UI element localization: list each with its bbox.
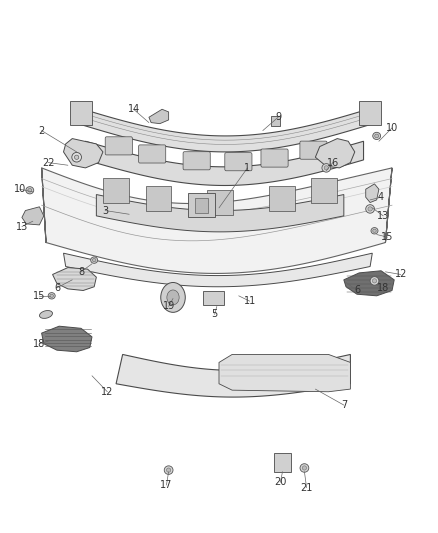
Text: 12: 12	[101, 387, 113, 397]
Ellipse shape	[164, 466, 173, 474]
Text: 10: 10	[14, 184, 26, 194]
Polygon shape	[116, 354, 350, 397]
Polygon shape	[149, 109, 169, 124]
Text: 22: 22	[42, 158, 54, 167]
FancyBboxPatch shape	[300, 141, 327, 159]
Text: 6: 6	[354, 286, 360, 295]
Circle shape	[167, 290, 179, 305]
Text: 2: 2	[39, 126, 45, 135]
Polygon shape	[344, 271, 394, 296]
Ellipse shape	[26, 187, 34, 194]
Text: 15: 15	[33, 291, 46, 301]
Text: 16: 16	[327, 158, 339, 167]
Polygon shape	[53, 268, 96, 290]
FancyBboxPatch shape	[105, 137, 132, 155]
FancyBboxPatch shape	[311, 178, 337, 203]
Text: 17: 17	[160, 480, 173, 490]
FancyBboxPatch shape	[203, 291, 224, 305]
Ellipse shape	[92, 259, 96, 262]
FancyBboxPatch shape	[188, 193, 215, 217]
FancyBboxPatch shape	[269, 185, 295, 211]
Text: 19: 19	[162, 302, 175, 311]
FancyBboxPatch shape	[359, 101, 381, 125]
Ellipse shape	[373, 229, 376, 232]
Text: 18: 18	[377, 283, 389, 293]
Polygon shape	[85, 141, 364, 185]
FancyBboxPatch shape	[145, 185, 171, 211]
Ellipse shape	[91, 257, 98, 263]
Ellipse shape	[300, 464, 309, 472]
FancyBboxPatch shape	[70, 101, 92, 125]
Ellipse shape	[322, 164, 331, 172]
Text: 8: 8	[78, 267, 84, 277]
Ellipse shape	[324, 166, 328, 170]
Text: 9: 9	[275, 112, 281, 122]
Ellipse shape	[366, 205, 374, 213]
Ellipse shape	[374, 134, 378, 138]
Text: 3: 3	[102, 206, 108, 215]
FancyBboxPatch shape	[225, 152, 252, 171]
Text: 18: 18	[33, 339, 46, 349]
Polygon shape	[366, 184, 379, 203]
Polygon shape	[42, 326, 92, 352]
FancyBboxPatch shape	[103, 178, 129, 203]
Polygon shape	[42, 168, 392, 273]
FancyBboxPatch shape	[207, 190, 233, 215]
FancyBboxPatch shape	[195, 198, 208, 213]
Ellipse shape	[28, 189, 32, 192]
Polygon shape	[219, 354, 350, 392]
Ellipse shape	[368, 207, 372, 211]
Polygon shape	[64, 139, 103, 168]
Text: 5: 5	[212, 310, 218, 319]
FancyBboxPatch shape	[261, 149, 288, 167]
FancyBboxPatch shape	[183, 152, 210, 170]
Ellipse shape	[372, 279, 377, 283]
Ellipse shape	[72, 152, 81, 162]
Text: 12: 12	[395, 270, 407, 279]
Text: 11: 11	[244, 296, 256, 306]
FancyBboxPatch shape	[274, 453, 291, 472]
Ellipse shape	[373, 132, 381, 140]
Text: 20: 20	[274, 478, 286, 487]
Ellipse shape	[371, 228, 378, 234]
Polygon shape	[22, 207, 44, 225]
Ellipse shape	[48, 293, 55, 299]
Text: 10: 10	[386, 123, 398, 133]
Polygon shape	[74, 107, 377, 152]
Text: 13: 13	[377, 211, 389, 221]
Text: 7: 7	[341, 400, 347, 410]
Text: 4: 4	[378, 192, 384, 202]
FancyBboxPatch shape	[138, 145, 166, 163]
Ellipse shape	[50, 294, 53, 297]
Text: 6: 6	[54, 283, 60, 293]
Text: 13: 13	[16, 222, 28, 231]
Text: 21: 21	[300, 483, 313, 492]
FancyBboxPatch shape	[271, 116, 280, 126]
Polygon shape	[96, 195, 344, 232]
Ellipse shape	[166, 468, 171, 472]
Polygon shape	[315, 139, 355, 168]
Text: 14: 14	[127, 104, 140, 114]
Ellipse shape	[74, 155, 79, 159]
Ellipse shape	[370, 277, 379, 285]
Circle shape	[161, 282, 185, 312]
Text: 15: 15	[381, 232, 394, 242]
Text: 1: 1	[244, 163, 251, 173]
Polygon shape	[64, 253, 372, 287]
Ellipse shape	[39, 311, 53, 318]
Ellipse shape	[302, 466, 307, 470]
